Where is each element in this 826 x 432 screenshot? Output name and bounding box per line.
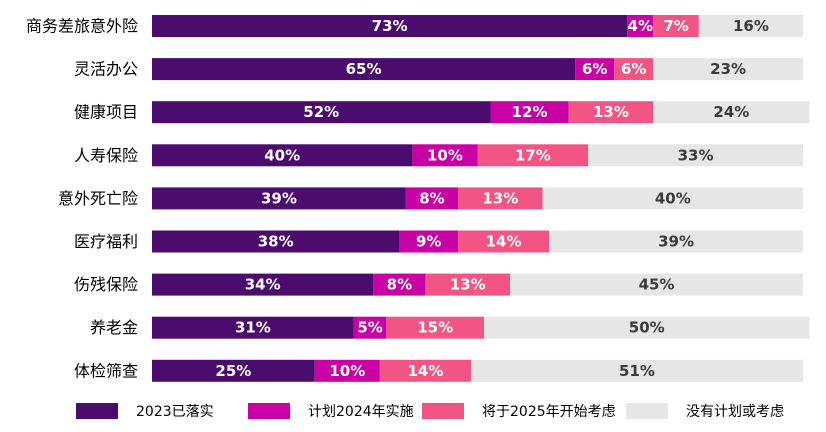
bar-segment [653, 58, 803, 81]
category-label: 体检筛查 [74, 361, 138, 380]
bar-segment [152, 187, 406, 210]
category-label: 意外死亡险 [58, 189, 138, 208]
data-label: 52% [303, 103, 339, 121]
bar-segment [152, 273, 374, 296]
data-label: 34% [245, 276, 281, 294]
category-label: 商务差旅意外险 [26, 17, 138, 36]
legend-label: 没有计划或考虑 [686, 404, 784, 420]
data-label: 23% [710, 60, 746, 78]
legend: 2023已落实 计划2024年实施 将于2025年开始考虑 没有计划或考虑 [0, 396, 826, 426]
legend-item-plan-2024: 计划2024年实施 [248, 396, 414, 426]
bar-segment [470, 359, 803, 382]
bar-segment [490, 101, 569, 124]
data-label: 40% [655, 189, 691, 207]
data-label: 10% [329, 362, 365, 380]
data-label: 73% [372, 17, 408, 35]
bar-segment [386, 316, 485, 339]
bar-segment [152, 15, 628, 37]
legend-item-implemented-2023: 2023已落实 [76, 396, 214, 426]
data-label: 9% [416, 233, 441, 251]
bar-segment [379, 359, 471, 382]
data-label: 38% [258, 233, 294, 251]
data-label: 14% [407, 362, 443, 380]
legend-swatch [248, 403, 290, 419]
bar-segment [425, 273, 511, 296]
bar-segment [152, 316, 354, 339]
bar-segment [457, 187, 543, 210]
legend-item-consider-2025: 将于2025年开始考虑 [422, 396, 616, 426]
bar-segment [698, 15, 803, 37]
category-label: 伤残保险 [74, 275, 138, 294]
bar-segment [627, 15, 654, 37]
bar-segment [484, 316, 810, 339]
data-label: 8% [387, 276, 412, 294]
legend-label: 计划2024年实施 [308, 404, 414, 420]
bar-segment [412, 144, 478, 167]
bar-segment [457, 230, 550, 253]
data-label: 16% [733, 17, 769, 35]
data-label: 39% [658, 233, 694, 251]
data-label: 39% [261, 189, 297, 207]
legend-label: 将于2025年开始考虑 [482, 404, 616, 420]
bar-segment [405, 187, 458, 210]
bar-segment [314, 359, 380, 382]
data-label: 7% [663, 17, 688, 35]
stacked-bar-chart: 商务差旅意外险 73% 4% 7% 16% 灵活办公 65% 6% 6% 23% 健康项目 52% 12… [26, 15, 810, 382]
bar-segment [549, 230, 803, 253]
bar-segment [575, 58, 615, 81]
legend-swatch [76, 403, 118, 419]
data-label: 6% [582, 60, 607, 78]
category-label: 医疗福利 [74, 232, 138, 251]
legend-item-no-plan: 没有计划或考虑 [626, 396, 784, 426]
bar-segment [614, 58, 654, 81]
data-label: 12% [512, 103, 548, 121]
data-label: 25% [215, 362, 251, 380]
bar-segment [373, 273, 426, 296]
legend-swatch [422, 403, 464, 419]
bar-segment [353, 316, 387, 339]
bar-segment [152, 58, 576, 81]
data-label: 13% [482, 189, 518, 207]
data-label: 50% [629, 319, 665, 337]
bar-segment [477, 144, 589, 167]
data-label: 8% [419, 189, 444, 207]
bar-segment [568, 101, 654, 124]
data-label: 6% [621, 60, 646, 78]
legend-label: 2023已落实 [136, 404, 214, 420]
data-label: 51% [619, 362, 655, 380]
bar-segment [152, 101, 491, 124]
data-label: 13% [450, 276, 486, 294]
bar-segment [653, 101, 810, 124]
category-label: 健康项目 [74, 103, 138, 122]
data-label: 10% [427, 146, 463, 164]
data-label: 14% [486, 233, 522, 251]
bar-segment [542, 187, 803, 210]
data-label: 17% [515, 146, 551, 164]
bar-segment [152, 359, 315, 382]
bar-segment [399, 230, 458, 253]
data-label: 45% [639, 276, 675, 294]
legend-swatch [626, 403, 668, 419]
data-label: 5% [357, 319, 382, 337]
category-label: 养老金 [90, 318, 138, 337]
bar-segment [152, 144, 413, 167]
bar-segment [588, 144, 803, 167]
category-label: 人寿保险 [74, 146, 138, 165]
data-label: 31% [235, 319, 271, 337]
data-label: 33% [678, 146, 714, 164]
category-label: 灵活办公 [74, 60, 138, 79]
bar-segment [152, 230, 400, 253]
bar-segment [653, 15, 699, 37]
data-label: 15% [417, 319, 453, 337]
data-label: 24% [713, 103, 749, 121]
data-label: 4% [628, 17, 653, 35]
data-label: 13% [593, 103, 629, 121]
bar-segment [510, 273, 803, 296]
data-label: 40% [264, 146, 300, 164]
data-label: 65% [346, 60, 382, 78]
